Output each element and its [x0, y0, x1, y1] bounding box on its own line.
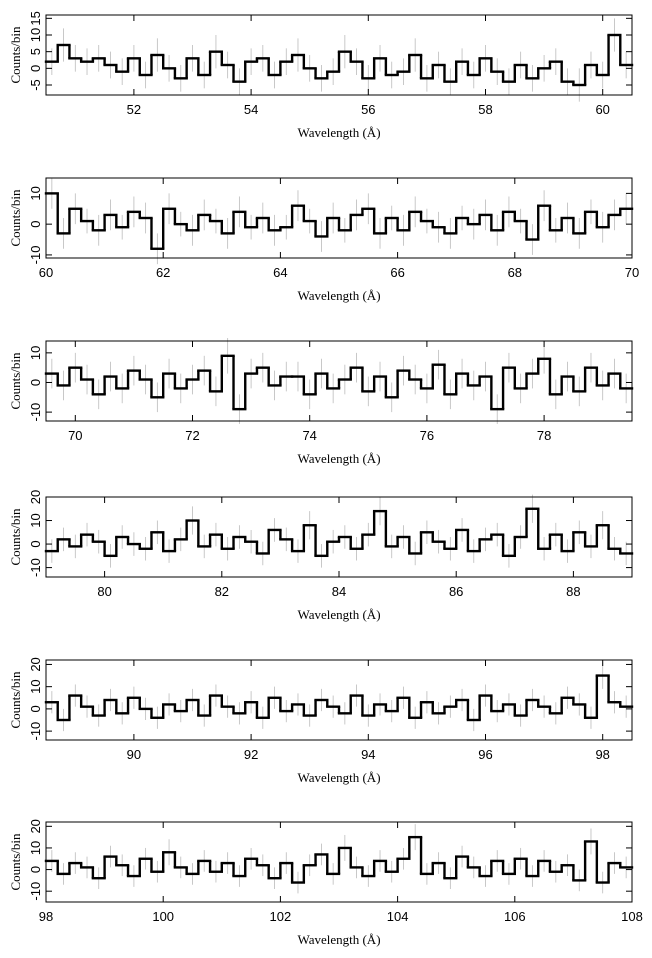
y-tick-label: 10 — [28, 186, 43, 200]
y-tick-label: 10 — [28, 679, 43, 693]
panel: 60 62 64 66 68 70 -10 0 10 Wavelength (Å) Counts/b… — [8, 177, 639, 303]
x-tick-label: 98 — [39, 909, 53, 924]
x-tick-label: 68 — [508, 265, 522, 280]
x-tick-label: 60 — [39, 265, 53, 280]
x-tick-label: 70 — [625, 265, 639, 280]
y-axis-label: Counts/bin — [8, 508, 23, 566]
x-tick-label: 54 — [244, 102, 258, 117]
x-tick-label: 60 — [595, 102, 609, 117]
x-tick-label: 58 — [478, 102, 492, 117]
y-axis-label: Counts/bin — [8, 26, 23, 84]
x-tick-label: 96 — [478, 747, 492, 762]
x-tick-label: 74 — [302, 428, 316, 443]
x-tick-label: 86 — [449, 584, 463, 599]
y-tick-label: 0 — [28, 705, 43, 712]
y-tick-label: 20 — [28, 657, 43, 671]
x-tick-label: 94 — [361, 747, 375, 762]
y-tick-label: 10 — [28, 346, 43, 360]
panel: 98 100 102 104 106 108 -10 0 10 20 Wavelength (Å) C… — [8, 819, 643, 947]
x-tick-label: 100 — [152, 909, 174, 924]
x-axis-label: Wavelength (Å) — [297, 125, 380, 140]
x-tick-label: 104 — [387, 909, 409, 924]
x-tick-label: 52 — [127, 102, 141, 117]
x-tick-label: 76 — [420, 428, 434, 443]
x-tick-label: 84 — [332, 584, 346, 599]
x-axis-label: Wavelength (Å) — [297, 607, 380, 622]
x-tick-label: 106 — [504, 909, 526, 924]
y-tick-label: 10 — [28, 513, 43, 527]
x-tick-label: 62 — [156, 265, 170, 280]
plot-frame — [45, 821, 633, 903]
y-tick-label: -5 — [28, 79, 43, 91]
y-axis-label: Counts/bin — [8, 352, 23, 410]
panel: 90 92 94 96 98 -10 0 10 20 Wavelength (Å) Counts/b… — [8, 657, 634, 785]
y-tick-label: 20 — [28, 819, 43, 833]
y-tick-label: 0 — [28, 866, 43, 873]
y-tick-label: 0 — [28, 221, 43, 228]
y-tick-label: 15 — [28, 11, 43, 25]
y-tick-label: 10 — [28, 28, 43, 42]
y-tick-label: 0 — [28, 379, 43, 386]
x-tick-label: 70 — [68, 428, 82, 443]
y-tick-label: 10 — [28, 841, 43, 855]
x-tick-label: 80 — [97, 584, 111, 599]
y-tick-label: 5 — [28, 48, 43, 55]
panel: 80 82 84 86 88 -10 0 10 20 Wavelength (Å) Counts/b… — [8, 490, 634, 622]
x-tick-label: 64 — [273, 265, 287, 280]
y-tick-label: 20 — [28, 490, 43, 504]
x-tick-label: 88 — [566, 584, 580, 599]
x-tick-label: 102 — [270, 909, 292, 924]
plot-frame — [45, 177, 633, 259]
y-axis-label: Counts/bin — [8, 833, 23, 891]
x-tick-label: 90 — [127, 747, 141, 762]
x-tick-label: 78 — [537, 428, 551, 443]
y-tick-label: -10 — [28, 722, 43, 741]
panel: 70 72 74 76 78 -10 0 10 Wavelength (Å) Counts/bin — [8, 338, 634, 466]
x-axis-label: Wavelength (Å) — [297, 932, 380, 947]
x-tick-label: 56 — [361, 102, 375, 117]
x-tick-label: 92 — [244, 747, 258, 762]
x-tick-label: 82 — [215, 584, 229, 599]
y-tick-label: -10 — [28, 403, 43, 422]
y-tick-label: 0 — [28, 540, 43, 547]
x-tick-label: 108 — [621, 909, 643, 924]
panel: 52 54 56 58 60 -5 0 5 10 15 Wavelength (Å) Counts/b… — [8, 11, 634, 140]
x-axis-label: Wavelength (Å) — [297, 288, 380, 303]
x-tick-label: 72 — [185, 428, 199, 443]
x-tick-label: 66 — [390, 265, 404, 280]
x-axis-label: Wavelength (Å) — [297, 451, 380, 466]
y-axis-label: Counts/bin — [8, 189, 23, 247]
x-tick-label: 98 — [595, 747, 609, 762]
plot-frame — [45, 14, 633, 96]
y-tick-label: 0 — [28, 65, 43, 72]
y-axis-label: Counts/bin — [8, 671, 23, 729]
y-tick-label: -10 — [28, 882, 43, 901]
x-axis-label: Wavelength (Å) — [297, 770, 380, 785]
y-tick-label: -10 — [28, 558, 43, 577]
plot-frame — [45, 340, 633, 422]
y-tick-label: -10 — [28, 246, 43, 265]
plot-frame — [45, 659, 633, 741]
